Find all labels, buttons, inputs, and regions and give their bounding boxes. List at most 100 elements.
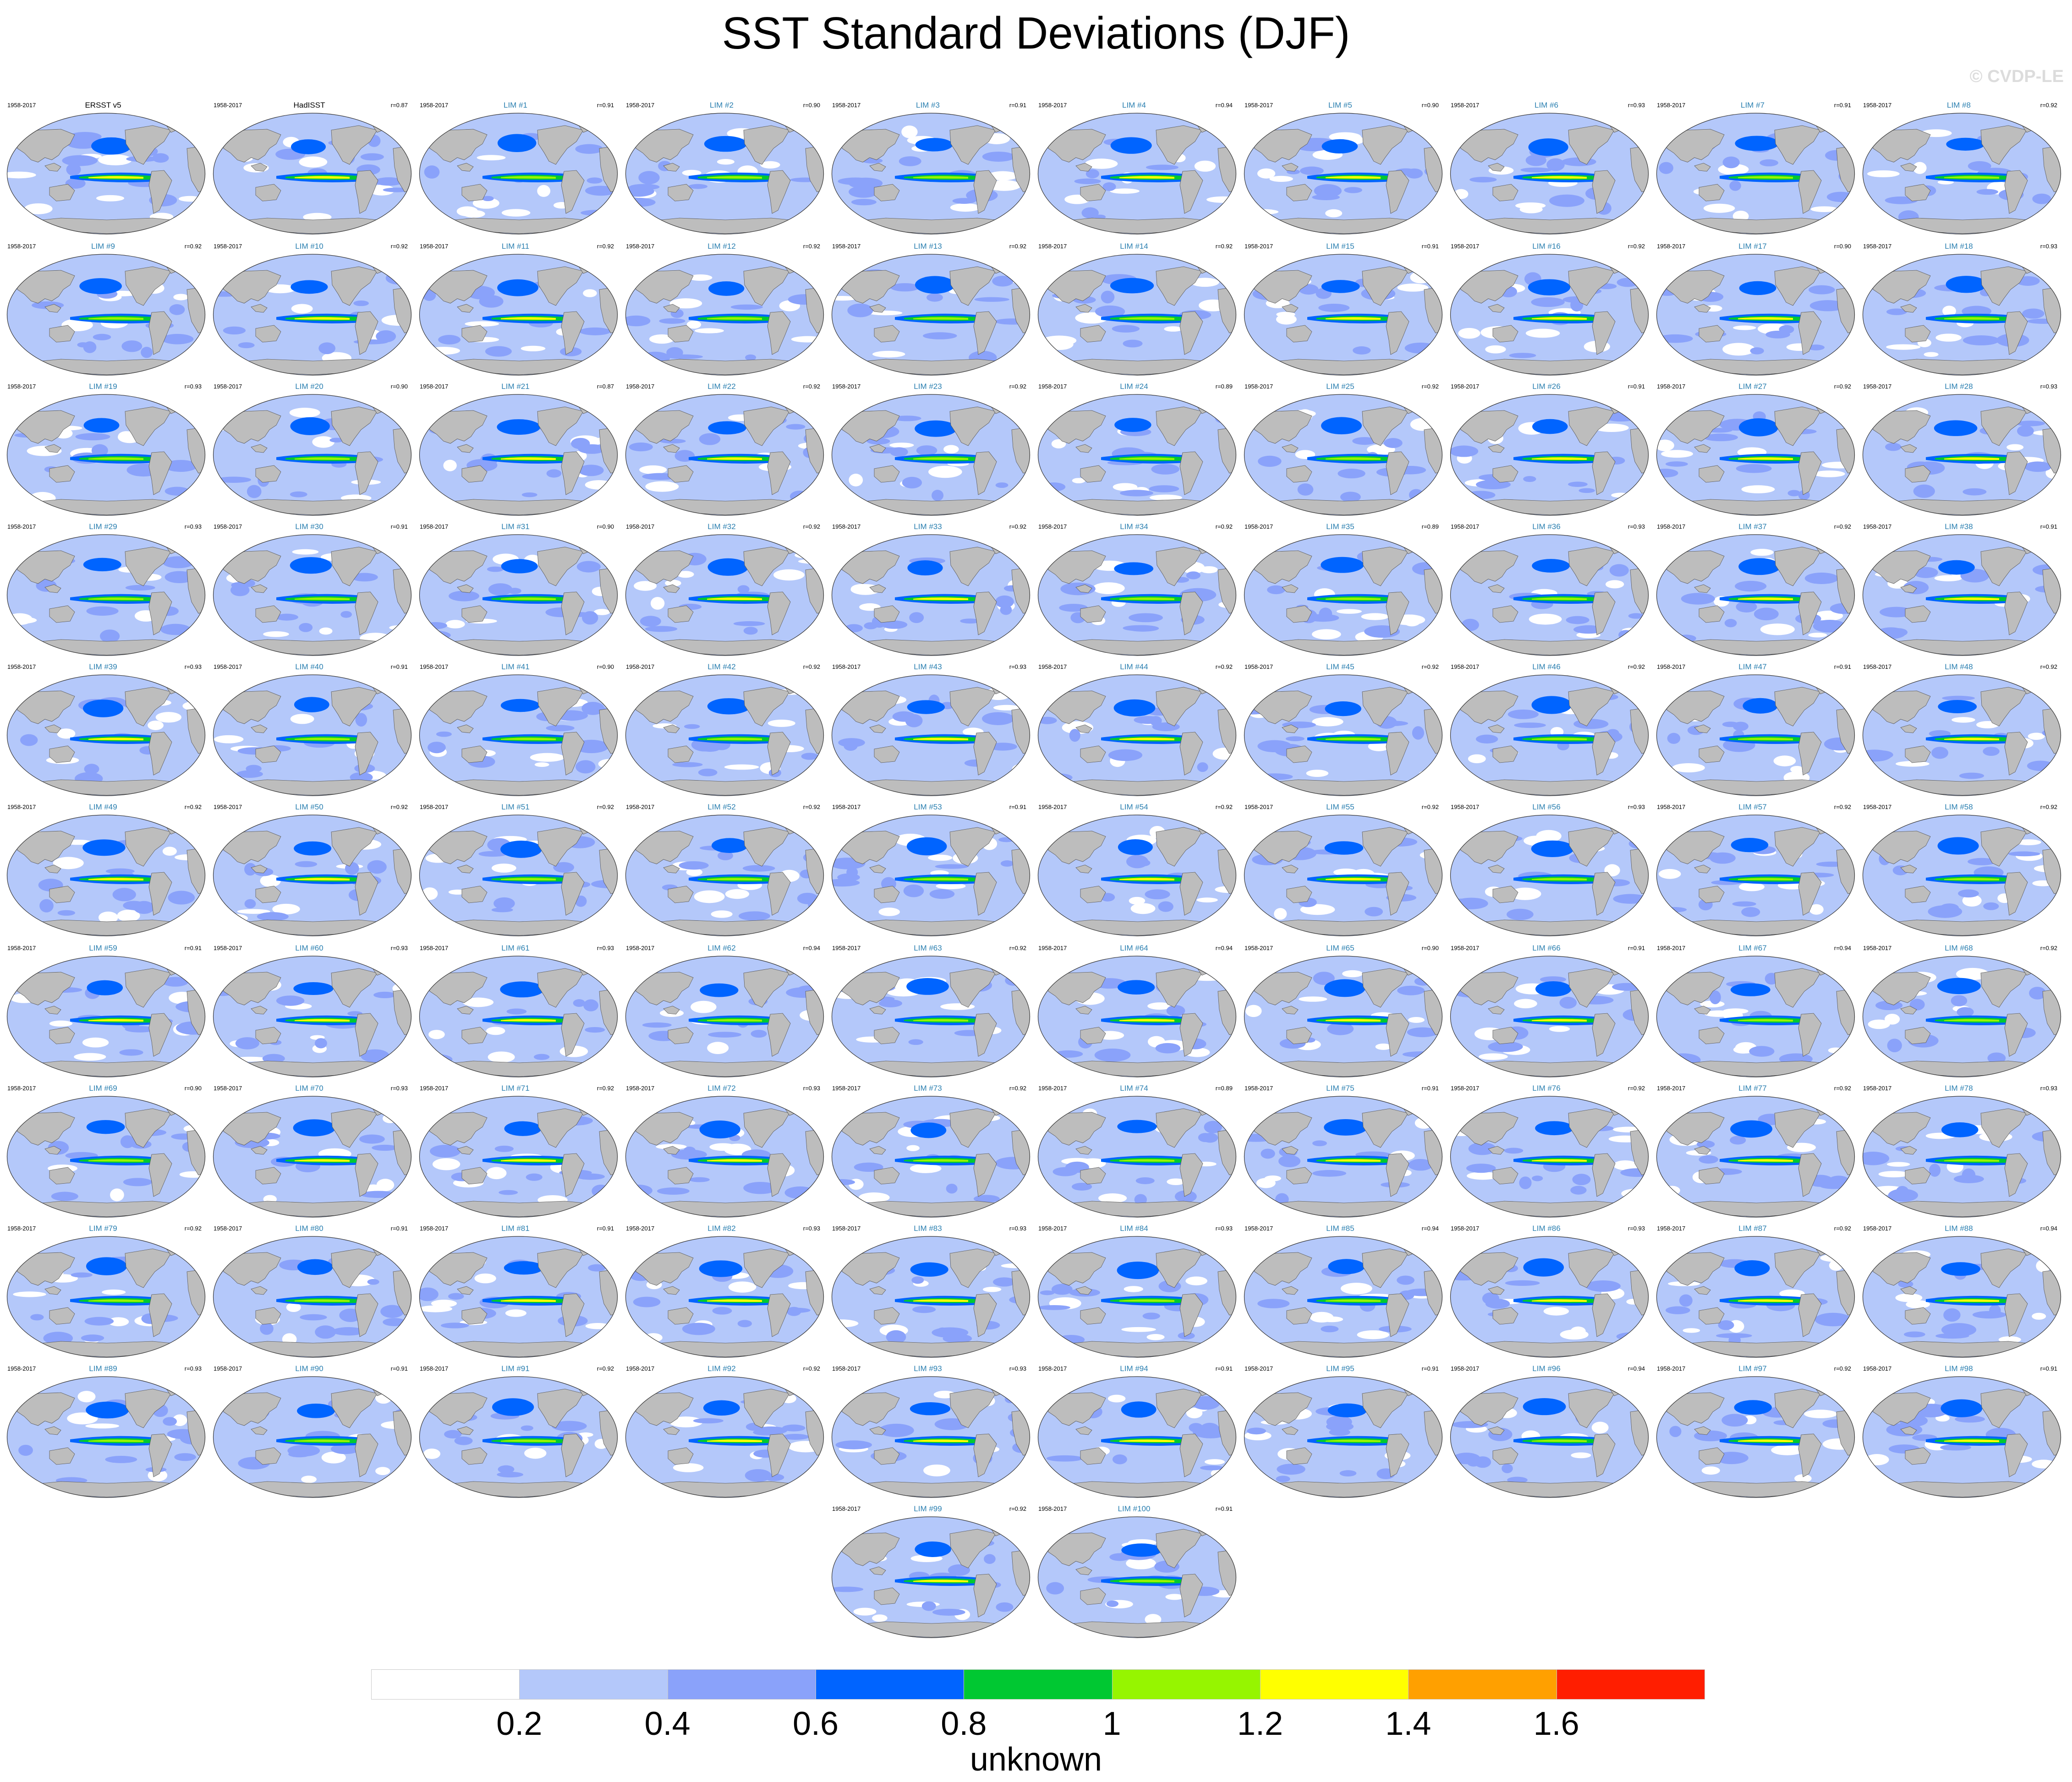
land-mass xyxy=(1046,690,1106,724)
panel-name: LIM #68 xyxy=(1945,944,1973,952)
map-outline xyxy=(625,956,824,1077)
mid-variance-patch xyxy=(1000,604,1012,615)
mid-variance-patch xyxy=(1278,1155,1301,1167)
sst-map xyxy=(1244,394,1443,516)
enso-tongue-core xyxy=(1326,1159,1381,1162)
low-variance-patch xyxy=(110,1188,124,1202)
mid-variance-patch xyxy=(497,1471,524,1478)
mid-variance-patch xyxy=(890,447,908,457)
land-mass xyxy=(1798,1433,1822,1477)
mid-variance-patch xyxy=(786,1306,801,1316)
panel-name: LIM #54 xyxy=(1120,803,1148,811)
north-pacific-blob xyxy=(86,1257,127,1275)
sst-map xyxy=(1450,814,1649,936)
land-mass xyxy=(743,406,790,446)
panel-name: LIM #8 xyxy=(1947,101,1971,109)
panel-period: 1958-2017 xyxy=(832,1085,861,1092)
map-outline xyxy=(1037,394,1237,516)
mid-variance-patch xyxy=(485,346,512,357)
land-mass xyxy=(1386,1433,1409,1477)
low-variance-patch xyxy=(1662,1336,1677,1342)
low-variance-patch xyxy=(1306,770,1329,777)
land-mass xyxy=(743,1248,790,1288)
mid-variance-patch xyxy=(847,303,873,317)
low-variance-patch xyxy=(1924,352,1939,357)
enso-tongue-core xyxy=(1738,878,1793,880)
panel-name: LIM #47 xyxy=(1738,662,1767,671)
panel-correlation: r=0.91 xyxy=(1215,1505,1233,1512)
sst-map xyxy=(831,1096,1031,1218)
map-outline xyxy=(1037,1096,1237,1218)
map-outline xyxy=(1450,1236,1649,1358)
mid-variance-patch xyxy=(1277,1464,1305,1475)
mid-variance-patch xyxy=(553,862,575,873)
low-variance-patch xyxy=(1951,717,1975,723)
land-mass xyxy=(355,170,378,214)
land-mass xyxy=(1699,745,1725,763)
land-mass xyxy=(743,827,790,867)
low-variance-patch xyxy=(872,350,905,358)
land-mass xyxy=(148,1153,172,1197)
north-pacific-blob xyxy=(293,982,334,995)
colorbar-box xyxy=(1556,1669,1705,1700)
land-mass xyxy=(125,827,171,867)
low-variance-patch xyxy=(1529,613,1562,625)
land-mass xyxy=(1080,886,1106,903)
mid-variance-patch xyxy=(881,620,908,629)
map-panel: 1958-2017 LIM #8 r=0.92 xyxy=(1856,101,2062,239)
mid-variance-patch xyxy=(1972,1311,2006,1319)
land-mass xyxy=(1664,1392,1725,1426)
low-variance-patch xyxy=(1276,314,1297,325)
land-mass xyxy=(1458,550,1518,584)
panel-period: 1958-2017 xyxy=(7,804,36,810)
enso-tongue-core xyxy=(1119,1019,1174,1022)
sst-map xyxy=(1862,1376,2061,1498)
low-variance-patch xyxy=(155,712,181,723)
panel-correlation: r=0.91 xyxy=(2040,523,2057,530)
panel-period: 1958-2017 xyxy=(832,102,861,109)
enso-tongue-core xyxy=(1326,317,1381,320)
low-variance-patch xyxy=(74,1053,106,1061)
map-panel: 1958-2017 LIM #53 r=0.91 xyxy=(825,803,1031,941)
panel-correlation: r=0.91 xyxy=(1421,1085,1439,1092)
low-variance-patch xyxy=(1042,335,1077,346)
map-outline xyxy=(1656,394,1855,516)
low-variance-patch xyxy=(833,351,850,357)
panel-name: LIM #98 xyxy=(1945,1364,1973,1373)
panel-period: 1958-2017 xyxy=(7,1085,36,1092)
map-outline xyxy=(1450,254,1649,376)
panel-correlation: r=0.92 xyxy=(1215,523,1233,530)
sst-map xyxy=(1244,1376,1443,1498)
land-mass xyxy=(1774,406,1821,446)
mid-variance-patch xyxy=(276,995,305,1006)
sst-map xyxy=(625,113,824,235)
land-mass xyxy=(1075,724,1092,733)
low-variance-patch xyxy=(2032,1312,2046,1320)
north-pacific-blob xyxy=(83,558,121,572)
land-mass xyxy=(949,1248,996,1288)
land-mass xyxy=(1156,1529,1202,1569)
panel-period: 1958-2017 xyxy=(7,1365,36,1372)
panel-period: 1958-2017 xyxy=(420,663,449,670)
north-pacific-blob xyxy=(1114,418,1151,432)
land-mass xyxy=(15,1252,75,1286)
enso-tongue-core xyxy=(1326,738,1381,740)
land-mass xyxy=(561,311,585,355)
colorbar-box xyxy=(1112,1669,1261,1700)
mid-variance-patch xyxy=(478,851,507,857)
mid-variance-patch xyxy=(1094,1048,1131,1062)
sst-map xyxy=(625,394,824,516)
low-variance-patch xyxy=(1121,1327,1156,1332)
land-mass xyxy=(148,1433,172,1477)
panel-period: 1958-2017 xyxy=(1451,102,1480,109)
map-outline xyxy=(1656,814,1855,936)
mid-variance-patch xyxy=(1312,1140,1327,1147)
mid-variance-patch xyxy=(1665,1306,1690,1314)
mid-variance-patch xyxy=(66,163,81,176)
panel-name: LIM #96 xyxy=(1532,1364,1561,1373)
north-pacific-blob xyxy=(708,281,745,296)
panel-period: 1958-2017 xyxy=(626,102,655,109)
north-pacific-blob xyxy=(910,1262,948,1277)
land-mass xyxy=(1080,1307,1106,1325)
land-mass xyxy=(1798,1293,1822,1337)
